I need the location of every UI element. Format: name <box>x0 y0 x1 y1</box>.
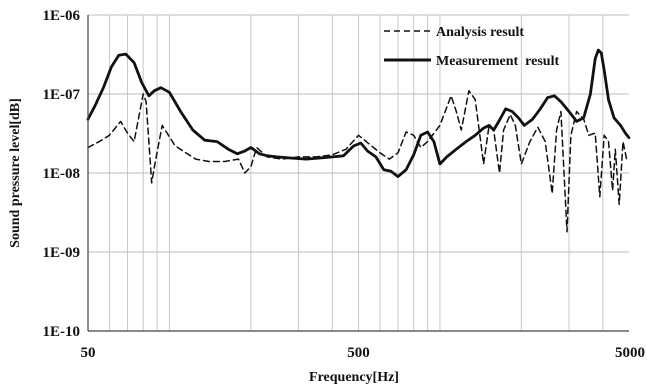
series-line-analysis <box>87 89 630 233</box>
legend-label-measurement: Measurement result <box>436 54 559 69</box>
plot-frame <box>87 15 629 332</box>
x-tick-labels: 50 500 5000 <box>81 345 646 361</box>
y-tick-label: 1E-07 <box>43 87 81 103</box>
y-tick-label: 1E-06 <box>43 8 81 24</box>
x-tick-label: 500 <box>347 345 370 361</box>
x-tick-label: 50 <box>81 345 96 361</box>
series-line-measurement <box>86 48 631 178</box>
x-axis-label: Frequency[Hz] <box>309 370 399 385</box>
y-tick-label: 1E-10 <box>43 324 81 340</box>
y-tick-label: 1E-09 <box>43 245 81 261</box>
series-layer <box>86 48 631 233</box>
y-tick-labels: 1E-10 1E-09 1E-08 1E-07 1E-06 <box>43 8 81 340</box>
legend: Analysis result Measurement result <box>384 25 559 69</box>
legend-label-analysis: Analysis result <box>436 25 524 40</box>
y-tick-label: 1E-08 <box>43 166 81 182</box>
y-axis-label: Sound pressure level[dB] <box>8 98 23 248</box>
x-tick-label: 5000 <box>615 345 645 361</box>
